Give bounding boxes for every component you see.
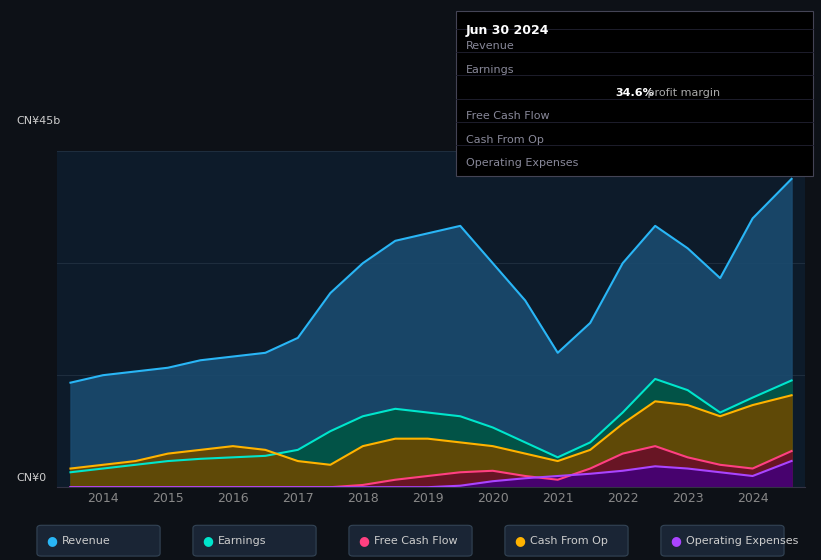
- Text: ●: ●: [358, 534, 369, 547]
- Text: Earnings: Earnings: [218, 536, 266, 545]
- Text: Revenue: Revenue: [62, 536, 110, 545]
- Text: Cash From Op: Cash From Op: [530, 536, 608, 545]
- Text: Revenue: Revenue: [466, 41, 514, 52]
- Text: Operating Expenses: Operating Expenses: [466, 158, 578, 168]
- Text: Operating Expenses: Operating Expenses: [686, 536, 798, 545]
- Text: 34.6%: 34.6%: [616, 88, 654, 98]
- Text: CN¥45b: CN¥45b: [16, 116, 61, 126]
- Text: CN¥0: CN¥0: [16, 473, 47, 483]
- Text: profit margin: profit margin: [644, 88, 720, 98]
- Text: Free Cash Flow: Free Cash Flow: [466, 111, 549, 122]
- Text: ●: ●: [46, 534, 57, 547]
- Text: Jun 30 2024: Jun 30 2024: [466, 24, 549, 36]
- Text: Free Cash Flow: Free Cash Flow: [374, 536, 457, 545]
- Text: ●: ●: [670, 534, 681, 547]
- Text: Earnings: Earnings: [466, 64, 514, 74]
- Text: ●: ●: [514, 534, 525, 547]
- Text: Cash From Op: Cash From Op: [466, 134, 544, 144]
- Text: ●: ●: [202, 534, 213, 547]
